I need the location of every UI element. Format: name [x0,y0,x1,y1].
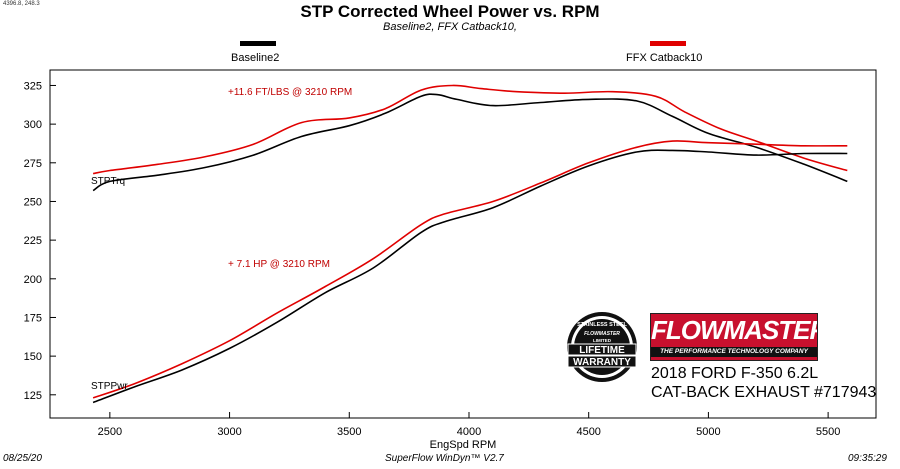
y-tick-label: 250 [24,196,42,208]
y-tick-label: 275 [24,158,42,170]
cursor-readout: 4396.8, 248.3 [3,1,40,7]
badge-line2: WARRANTY [573,357,631,368]
legend-label-ffx: FFX Catback10 [626,52,703,64]
product-line-1: 2018 FORD F-350 6.2L [651,365,819,382]
brand-tagline: THE PERFORMANCE TECHNOLOGY COMPANY [651,347,817,357]
y-tick-label: 175 [24,312,42,324]
chart-subtitle: Baseline2, FFX Catback10, [383,21,517,33]
product-line-2: CAT-BACK EXHAUST #717943 [651,384,877,401]
x-tick-label: 3500 [337,426,361,438]
torque-curve-label: STPTrq [91,176,126,187]
series-line-stppwr-baseline2 [92,149,848,404]
footer-time: 09:35:29 [848,453,887,464]
y-tick-label: 325 [24,80,42,92]
legend-label-baseline: Baseline2 [231,52,280,64]
x-axis-label: EngSpd RPM [430,439,497,451]
series-line-stppwr-ffx-catback10 [92,140,848,399]
series-line-stptrq-ffx-catback10 [92,84,848,175]
x-tick-label: 2500 [98,426,122,438]
lifetime-warranty-badge: STAINLESS STEEL FLOWMASTER LIMITED LIFET… [565,310,639,384]
x-tick-label: 5000 [696,426,720,438]
series-line-stptrq-baseline2 [92,93,848,192]
badge-top-text: STAINLESS STEEL [577,322,627,328]
footer-date: 08/25/20 [3,453,42,464]
y-tick-label: 300 [24,119,42,131]
legend-swatch-baseline [240,41,276,46]
torque-gain-annotation: +11.6 FT/LBS @ 3210 RPM [228,87,353,98]
plot-frame [49,69,877,419]
badge-line1: LIFETIME [579,345,625,356]
y-tick-label: 225 [24,235,42,247]
x-tick-label: 4500 [576,426,600,438]
hp-gain-annotation: + 7.1 HP @ 3210 RPM [228,259,330,270]
legend-swatch-ffx [650,41,686,46]
x-tick-label: 5500 [816,426,840,438]
chart-title: STP Corrected Wheel Power vs. RPM [300,2,600,21]
footer-software: SuperFlow WinDyn™ V2.7 [385,453,504,464]
x-tick-label: 4000 [457,426,481,438]
y-tick-label: 125 [24,390,42,402]
x-tick-label: 3000 [217,426,241,438]
brand-name: FLOWMASTER [651,315,818,345]
y-tick-label: 200 [24,274,42,286]
badge-limited: LIMITED [593,338,612,343]
product-description: 2018 FORD F-350 6.2L CAT-BACK EXHAUST #7… [651,364,876,402]
flowmaster-logo: FLOWMASTER THE PERFORMANCE TECHNOLOGY CO… [650,313,818,361]
y-tick-label: 150 [24,351,42,363]
badge-brand: FLOWMASTER [584,331,620,337]
power-curve-label: STPPwr [91,381,128,392]
